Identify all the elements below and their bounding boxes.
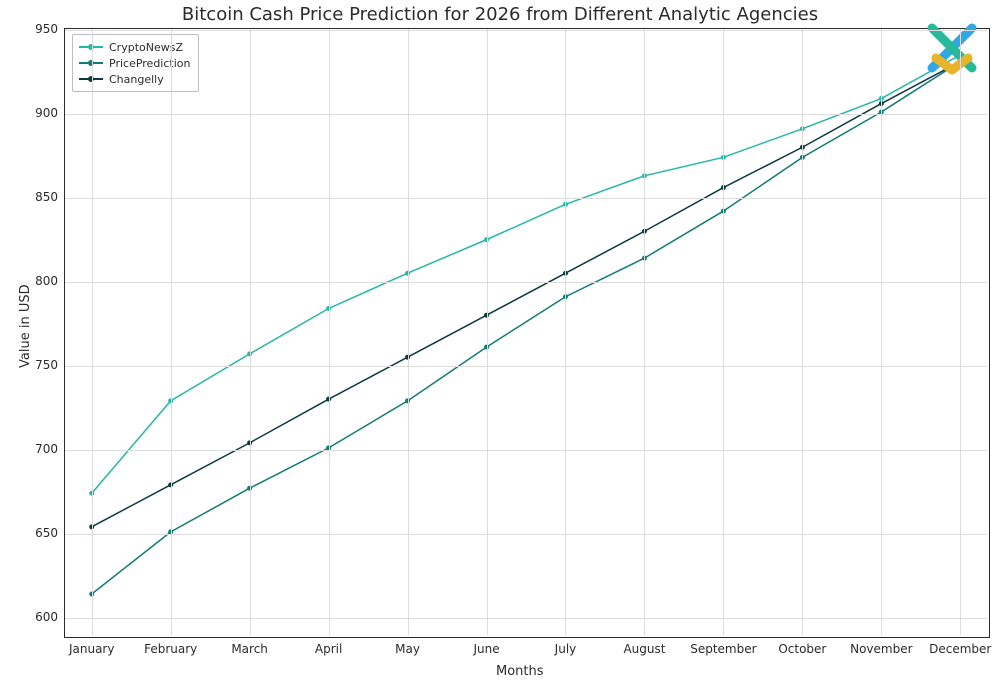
- gridline-v: [92, 29, 93, 635]
- y-axis-label: Value in USD: [18, 284, 33, 368]
- y-tick-label: 800: [35, 274, 58, 288]
- y-tick-label: 950: [35, 22, 58, 36]
- gridline-v: [644, 29, 645, 635]
- chart-lines-layer: [0, 0, 1000, 692]
- gridline-v: [723, 29, 724, 635]
- x-tick-label: August: [604, 642, 684, 656]
- x-tick-label: October: [762, 642, 842, 656]
- series-line: [92, 62, 961, 594]
- legend-label: CryptoNewsZ: [109, 41, 183, 54]
- y-tick-label: 900: [35, 106, 58, 120]
- legend-label: PricePrediction: [109, 57, 190, 70]
- x-tick-label: February: [131, 642, 211, 656]
- y-tick-label: 650: [35, 526, 58, 540]
- gridline-h: [65, 30, 987, 31]
- series-line: [92, 62, 961, 527]
- legend-item: Changelly: [79, 71, 190, 87]
- x-tick-label: June: [447, 642, 527, 656]
- gridline-v: [881, 29, 882, 635]
- legend-item: PricePrediction: [79, 55, 190, 71]
- x-tick-label: July: [525, 642, 605, 656]
- chart-container: Bitcoin Cash Price Prediction for 2026 f…: [0, 0, 1000, 692]
- gridline-v: [329, 29, 330, 635]
- gridline-h: [65, 366, 987, 367]
- gridline-v: [960, 29, 961, 635]
- y-tick-label: 700: [35, 442, 58, 456]
- gridline-v: [802, 29, 803, 635]
- gridline-h: [65, 198, 987, 199]
- gridline-v: [487, 29, 488, 635]
- x-tick-label: December: [920, 642, 1000, 656]
- x-tick-label: May: [368, 642, 448, 656]
- gridline-h: [65, 114, 987, 115]
- gridline-v: [171, 29, 172, 635]
- series-line: [92, 55, 961, 493]
- gridline-v: [565, 29, 566, 635]
- legend-item: CryptoNewsZ: [79, 39, 190, 55]
- x-axis-label: Months: [496, 664, 544, 679]
- y-tick-label: 850: [35, 190, 58, 204]
- legend-label: Changelly: [109, 73, 164, 86]
- logo-icon: [922, 18, 982, 78]
- gridline-v: [250, 29, 251, 635]
- gridline-h: [65, 618, 987, 619]
- gridline-h: [65, 450, 987, 451]
- y-tick-label: 750: [35, 358, 58, 372]
- y-tick-label: 600: [35, 610, 58, 624]
- gridline-h: [65, 282, 987, 283]
- x-tick-label: April: [289, 642, 369, 656]
- gridline-h: [65, 534, 987, 535]
- x-tick-label: January: [52, 642, 132, 656]
- x-tick-label: November: [841, 642, 921, 656]
- gridline-v: [408, 29, 409, 635]
- x-tick-label: September: [683, 642, 763, 656]
- x-tick-label: March: [210, 642, 290, 656]
